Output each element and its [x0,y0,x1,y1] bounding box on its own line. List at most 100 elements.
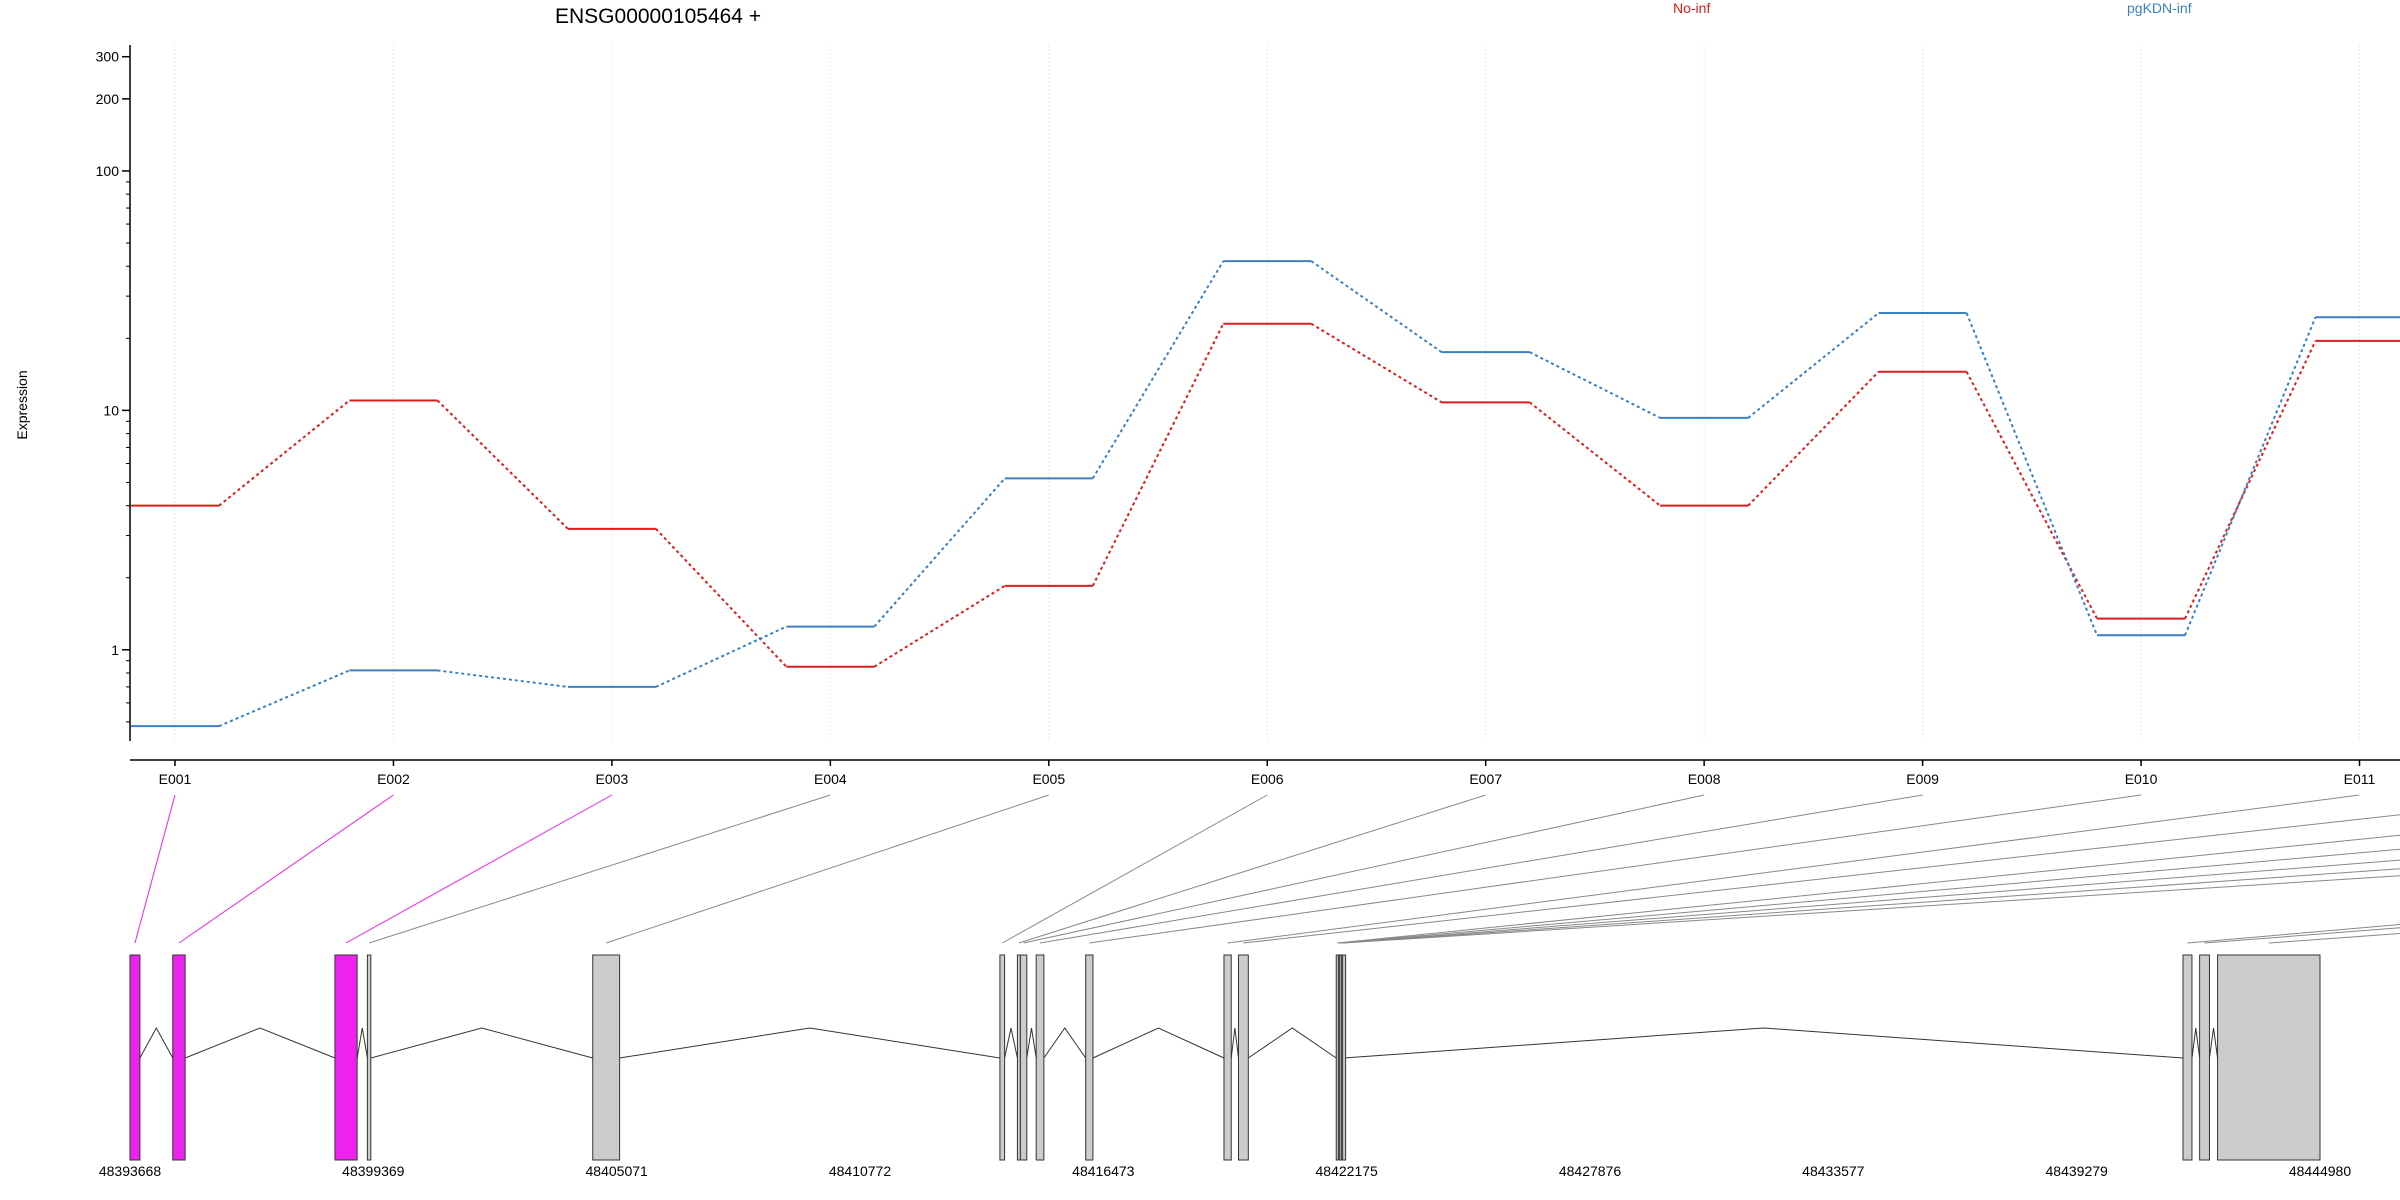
genomic-coordinate-label: 48444980 [2289,1163,2352,1179]
exon-box-e017 [1342,954,1347,1161]
exon-box-e018 [2182,954,2193,1161]
exon-box-e008 [1019,954,1028,1161]
x-tick-label-e004: E004 [814,771,847,787]
genomic-coordinate-label: 48439279 [2046,1163,2109,1179]
y-axis-label: Expression [14,370,30,439]
splice-junction-e009-e010 [1043,1027,1087,1059]
series-pgkdn-inf-connector [437,669,569,688]
grid-layer [174,45,2360,741]
splice-junction-e006-e007 [1004,1027,1018,1059]
series-pgkdn-inf-connector [655,625,787,688]
exon-box-e012 [1237,954,1249,1161]
genomic-coordinate-label: 48427876 [1559,1163,1622,1179]
exon-connector-e016 [1341,868,2400,944]
legend-pgkdn-inf: pgKDN-inf [2127,0,2192,16]
exon-box-e001 [129,954,141,1161]
exon-box-e006 [999,954,1006,1161]
legend-no-inf: No-inf [1673,0,1710,16]
splice-junction-e005-e006 [619,1027,1000,1059]
exon-box-e010 [1085,954,1094,1161]
splice-junction-e008-e009 [1026,1027,1037,1059]
axes-layer: 1 10 100 200 300 E001 E002 E003 E004 E005 E006 E007… [96,45,2400,787]
x-tick-label-e010: E010 [2125,771,2158,787]
splice-junction-e001-e002 [139,1026,174,1059]
genomic-coordinate-label: 48422175 [1316,1163,1379,1179]
series-no-inf-connector [1091,323,1225,587]
exon-connector-e005 [606,794,1049,944]
exon-connector-e006 [1002,794,1268,944]
series-pgkdn-inf-connector [1310,260,1443,354]
series-no-inf-connector [436,399,569,530]
exon-connector-e019 [2204,927,2400,944]
exon-connector-e001 [134,794,176,944]
genomic-coordinate-label: 48393668 [99,1163,162,1179]
splice-junction-e011-e012 [1230,1027,1239,1059]
exon-connector-e017 [1343,875,2400,944]
series-no-inf-connector [1310,322,1443,404]
series-pgkdn-inf-connector [2184,316,2317,636]
exon-box-e003 [334,954,358,1161]
splice-junction-e019-e020 [2208,1027,2219,1059]
splice-junction-e017-e018 [1343,1027,2184,1059]
exon-connector-e011 [1227,794,2360,944]
y-tick-label: 10 [103,402,119,418]
exon-connector-e003 [345,794,613,944]
exon-box-e011 [1223,954,1232,1161]
splice-junction-e010-e011 [1092,1027,1225,1059]
exon-connector-e014 [1338,848,2400,944]
exon-connector-e007 [1018,794,1486,944]
series-pgkdn-inf-connector [1747,312,1880,419]
exon-box-e005 [592,954,621,1161]
series-no-inf-connector [1965,371,2098,620]
series-pgkdn-inf-connector [1965,312,2098,636]
splice-junction-e004-e005 [370,1027,593,1059]
series-pgkdn-inf-connector [873,477,1006,628]
y-tick-label: 200 [96,91,120,107]
series-pgkdn-inf-connector [218,669,350,728]
genomic-coordinate-label: 48405071 [586,1163,649,1179]
splice-junction-e002-e003 [184,1027,336,1059]
series-pgkdn-inf-connector [1091,260,1225,479]
exon-connector-e004 [368,794,831,944]
series-no-inf-connector [1529,401,1661,507]
series-layer [131,260,2400,728]
y-tick-label: 300 [96,49,120,65]
exon-connector-e008 [1023,794,1705,944]
y-tick-label: 100 [96,163,120,179]
splice-junction-e012-e013 [1248,1027,1337,1059]
series-no-inf-connector [218,399,351,507]
exon-connector-e018 [2187,924,2400,944]
exon-connector-e009 [1039,794,1923,944]
x-tick-label-e008: E008 [1688,771,1721,787]
x-tick-label-e002: E002 [377,771,410,787]
genomic-coordinate-label: 48410772 [829,1163,892,1179]
genomic-coordinate-label: 48399369 [342,1163,405,1179]
chart-title: ENSG00000105464 + [555,5,761,28]
x-tick-label-e009: E009 [1906,771,1939,787]
genomic-coordinate-label: 48416473 [1072,1163,1135,1179]
splice-junction-e018-e019 [2191,1027,2201,1059]
series-pgkdn-inf-connector [1529,351,1661,419]
x-tick-label-e005: E005 [1032,771,1065,787]
exon-connector-e015 [1340,859,2400,944]
x-tick-label-e006: E006 [1251,771,1284,787]
exon-box-e002 [172,954,186,1161]
series-no-inf-connector [655,528,788,668]
exon-box-e004 [366,954,372,1161]
exon-connector-e010 [1089,794,2142,944]
series-no-inf-connector [2184,340,2317,620]
genomic-coordinate-label: 48433577 [1802,1163,1865,1179]
series-no-inf-connector [873,584,1006,668]
exon-connector-e012 [1243,814,2400,944]
y-tick-label: 1 [111,642,119,658]
connector-layer [134,794,2400,944]
exon-box-e020 [2217,954,2321,1161]
x-tick-label-e003: E003 [596,771,629,787]
exon-connector-e013 [1337,834,2400,944]
x-tick-label-e007: E007 [1469,771,1502,787]
exon-box-e019 [2199,954,2210,1161]
x-tick-label-e011: E011 [2344,771,2376,787]
gene-model-layer: 48393668 48399369 48405071 48410772 48416473… [99,954,2352,1179]
splice-junction-e003-e004 [356,1027,368,1059]
